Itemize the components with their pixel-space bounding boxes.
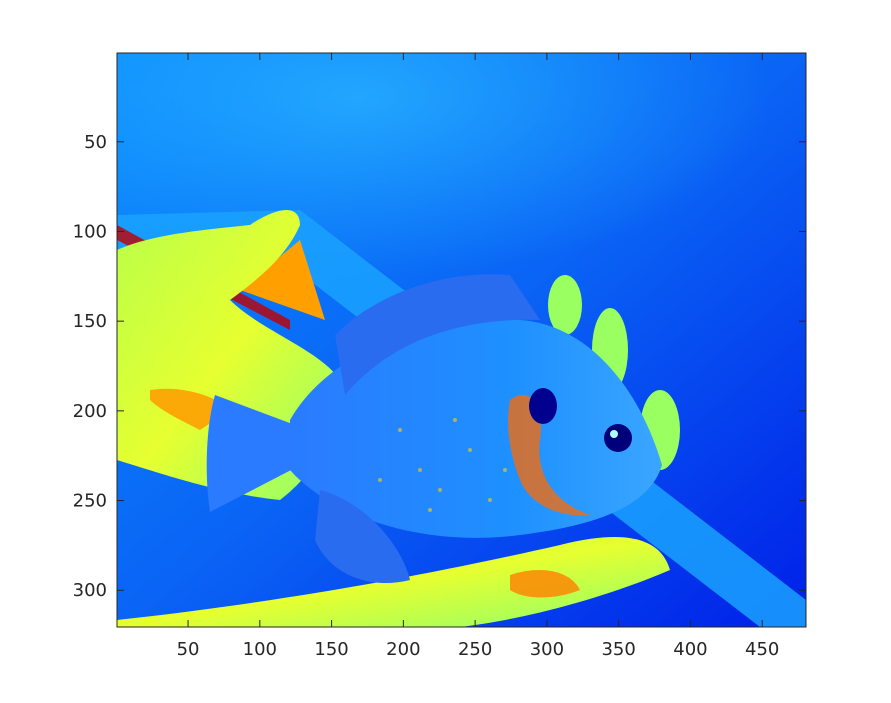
y-tick-label: 150 bbox=[73, 311, 107, 332]
y-axis: 50 100 150 200 250 300 bbox=[73, 132, 806, 601]
x-tick-label: 400 bbox=[673, 639, 707, 660]
x-tick-label: 250 bbox=[458, 639, 492, 660]
y-tick-label: 200 bbox=[73, 401, 107, 422]
y-tick-label: 250 bbox=[73, 491, 107, 512]
heatmap-image bbox=[117, 53, 806, 627]
y-tick-label: 50 bbox=[84, 132, 107, 153]
x-tick-label: 150 bbox=[314, 639, 348, 660]
x-tick-label: 50 bbox=[177, 639, 200, 660]
x-axis: 50 100 150 200 250 300 350 400 450 bbox=[177, 53, 779, 660]
x-tick-label: 200 bbox=[386, 639, 420, 660]
plot-area-frame bbox=[116, 52, 807, 628]
y-tick-label: 100 bbox=[73, 221, 107, 242]
y-tick-label: 300 bbox=[73, 580, 107, 601]
x-tick-label: 350 bbox=[601, 639, 635, 660]
x-tick-label: 450 bbox=[745, 639, 779, 660]
x-tick-label: 100 bbox=[243, 639, 277, 660]
x-tick-label: 300 bbox=[530, 639, 564, 660]
